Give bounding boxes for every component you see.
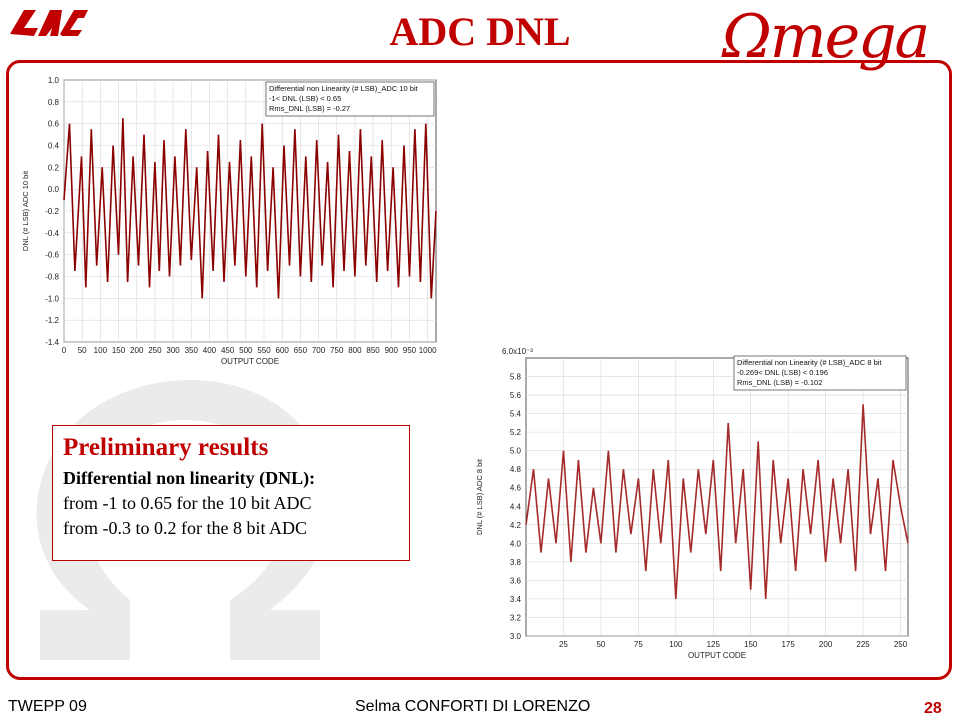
results-subtitle: Differential non linearity (DNL): bbox=[63, 468, 316, 488]
x-tick-label: 200 bbox=[130, 346, 144, 355]
x-tick-label: 550 bbox=[257, 346, 271, 355]
legend-box bbox=[265, 81, 435, 117]
page-number: 28 bbox=[924, 700, 942, 717]
legend-entry: Differential non Linearity (# LSB)_ADC 1… bbox=[269, 84, 419, 93]
x-tick-label: 350 bbox=[185, 346, 199, 355]
y-tick-label: 4.2 bbox=[510, 521, 522, 530]
x-tick-label: 800 bbox=[348, 346, 362, 355]
omega-watermark-icon bbox=[36, 380, 331, 660]
legend-entry: -1< DNL (LSB) < 0.65 bbox=[269, 94, 341, 103]
x-tick-label: 650 bbox=[294, 346, 308, 355]
y-tick-label: 4.6 bbox=[510, 484, 522, 493]
y-tick-label: 1.0 bbox=[48, 76, 60, 85]
results-title: Preliminary results bbox=[63, 434, 269, 461]
results-line-8bit: from -0.3 to 0.2 for the 8 bit ADC bbox=[63, 518, 307, 538]
x-tick-label: 100 bbox=[669, 640, 683, 649]
y-tick-label: -0.6 bbox=[45, 251, 59, 260]
x-tick-label: 200 bbox=[819, 640, 833, 649]
x-tick-label: 0 bbox=[62, 346, 67, 355]
y-scale-label: 6.0x10⁻³ bbox=[502, 347, 533, 356]
y-tick-label: 5.4 bbox=[510, 410, 522, 419]
y-tick-label: 4.0 bbox=[510, 539, 522, 548]
y-tick-label: 5.8 bbox=[510, 373, 522, 382]
legend-box bbox=[733, 355, 907, 391]
legend-entry: Differential non Linearity (# LSB)_ADC 8… bbox=[737, 358, 882, 367]
x-tick-label: 150 bbox=[744, 640, 758, 649]
content-frame bbox=[6, 60, 952, 680]
y-tick-label: -1.0 bbox=[45, 294, 59, 303]
y-tick-label: 3.4 bbox=[510, 595, 522, 604]
x-axis-label: OUTPUT CODE bbox=[688, 651, 746, 660]
x-tick-label: 50 bbox=[596, 640, 605, 649]
y-tick-label: 5.2 bbox=[510, 428, 522, 437]
x-tick-label: 175 bbox=[781, 640, 795, 649]
y-tick-label: -1.4 bbox=[45, 338, 59, 347]
x-tick-label: 850 bbox=[366, 346, 380, 355]
preliminary-results-box: Preliminary results Differential non lin… bbox=[52, 425, 410, 561]
y-tick-label: 3.8 bbox=[510, 558, 522, 567]
legend-entry: -0.269< DNL (LSB) < 0.196 bbox=[737, 368, 828, 377]
y-tick-label: 5.6 bbox=[510, 391, 522, 400]
results-line-10bit: from -1 to 0.65 for the 10 bit ADC bbox=[63, 493, 312, 513]
y-tick-label: 4.4 bbox=[510, 502, 522, 511]
x-tick-label: 500 bbox=[239, 346, 253, 355]
x-tick-label: 25 bbox=[559, 640, 568, 649]
y-tick-label: -0.4 bbox=[45, 229, 59, 238]
page-title: ADC DNL bbox=[389, 9, 571, 54]
y-axis-label: DNL (# LSB) ADC 8 bit bbox=[475, 458, 484, 535]
chart-dnl-8bit: 5.8 5.6 5.4 5.2 5.0 4.8 4.6 4.4 4.2 4.0 3.8 3.6 3.4 3… bbox=[475, 347, 909, 660]
x-tick-label: 1000 bbox=[419, 346, 437, 355]
footer-author: Selma CONFORTI DI LORENZO bbox=[355, 698, 591, 715]
x-tick-label: 400 bbox=[203, 346, 217, 355]
x-tick-label: 75 bbox=[634, 640, 643, 649]
y-tick-label: -0.8 bbox=[45, 273, 59, 282]
x-tick-label: 450 bbox=[221, 346, 235, 355]
x-tick-label: 125 bbox=[707, 640, 721, 649]
chart-dnl-10bit: 1.0 0.8 0.6 0.4 0.2 0.0 -0.2 -0.4 -0.6 -0.8 -1.0 -1… bbox=[21, 76, 437, 366]
x-tick-label: 250 bbox=[148, 346, 162, 355]
x-tick-label: 950 bbox=[403, 346, 417, 355]
y-tick-label: 0.4 bbox=[48, 142, 60, 151]
y-tick-label: 0.2 bbox=[48, 163, 60, 172]
series-line bbox=[63, 118, 437, 299]
x-tick-label: 50 bbox=[78, 346, 87, 355]
x-tick-label: 225 bbox=[856, 640, 870, 649]
legend-entry: Rms_DNL (LSB) = -0.102 bbox=[737, 378, 822, 387]
x-tick-label: 250 bbox=[894, 640, 908, 649]
x-tick-label: 750 bbox=[330, 346, 344, 355]
y-axis-label: DNL (# LSB) ADC 10 bit bbox=[21, 170, 30, 251]
y-tick-label: -1.2 bbox=[45, 316, 59, 325]
x-tick-label: 150 bbox=[112, 346, 126, 355]
legend-entry: Rms_DNL (LSB) = -0.27 bbox=[269, 104, 350, 113]
y-tick-label: 3.6 bbox=[510, 576, 522, 585]
y-tick-label: -0.2 bbox=[45, 207, 59, 216]
footer-conference: TWEPP 09 bbox=[8, 698, 87, 715]
y-tick-label: 4.8 bbox=[510, 465, 522, 474]
series-line bbox=[525, 404, 909, 599]
x-tick-label: 700 bbox=[312, 346, 326, 355]
x-tick-label: 300 bbox=[166, 346, 180, 355]
x-axis-label: OUTPUT CODE bbox=[221, 357, 279, 366]
plot-area bbox=[525, 357, 909, 637]
y-tick-label: 0.8 bbox=[48, 98, 60, 107]
y-tick-label: 5.0 bbox=[510, 447, 522, 456]
x-tick-label: 600 bbox=[276, 346, 290, 355]
x-tick-label: 100 bbox=[94, 346, 108, 355]
y-tick-label: 3.0 bbox=[510, 632, 522, 641]
y-tick-label: 0.0 bbox=[48, 185, 60, 194]
y-tick-label: 0.6 bbox=[48, 120, 60, 129]
lal-logo bbox=[10, 10, 88, 36]
x-tick-label: 900 bbox=[385, 346, 399, 355]
y-tick-label: 3.2 bbox=[510, 613, 522, 622]
